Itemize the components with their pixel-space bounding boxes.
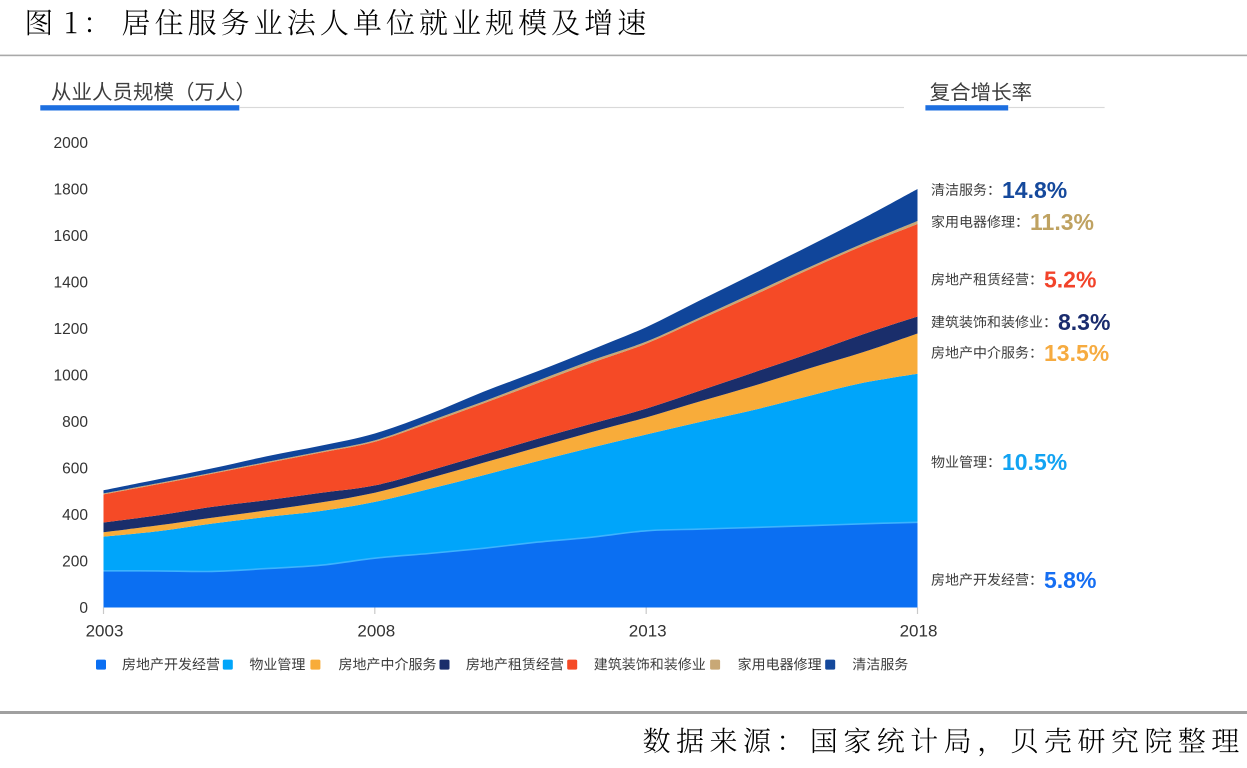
svg-text:10.5%: 10.5% <box>1002 449 1067 475</box>
svg-text:1400: 1400 <box>54 274 89 291</box>
svg-text:2003: 2003 <box>86 622 124 641</box>
svg-text:11.3%: 11.3% <box>1030 209 1094 235</box>
svg-text:1000: 1000 <box>54 368 89 385</box>
svg-text:5.2%: 5.2% <box>1044 267 1096 293</box>
svg-text:2008: 2008 <box>357 622 395 641</box>
svg-text:400: 400 <box>62 507 88 524</box>
svg-text:13.5%: 13.5% <box>1044 340 1109 366</box>
svg-text:1200: 1200 <box>54 321 89 338</box>
svg-text:2013: 2013 <box>629 622 667 641</box>
svg-text:2018: 2018 <box>900 622 938 641</box>
svg-text:600: 600 <box>62 461 88 478</box>
svg-text:5.8%: 5.8% <box>1044 567 1096 593</box>
svg-text:200: 200 <box>62 554 88 571</box>
svg-text:2000: 2000 <box>54 135 89 152</box>
svg-text:0: 0 <box>79 600 88 617</box>
svg-text:1600: 1600 <box>54 228 89 245</box>
svg-text:8.3%: 8.3% <box>1058 309 1110 335</box>
svg-text:800: 800 <box>62 414 88 431</box>
svg-text:1800: 1800 <box>54 181 89 198</box>
svg-text:14.8%: 14.8% <box>1002 177 1067 203</box>
